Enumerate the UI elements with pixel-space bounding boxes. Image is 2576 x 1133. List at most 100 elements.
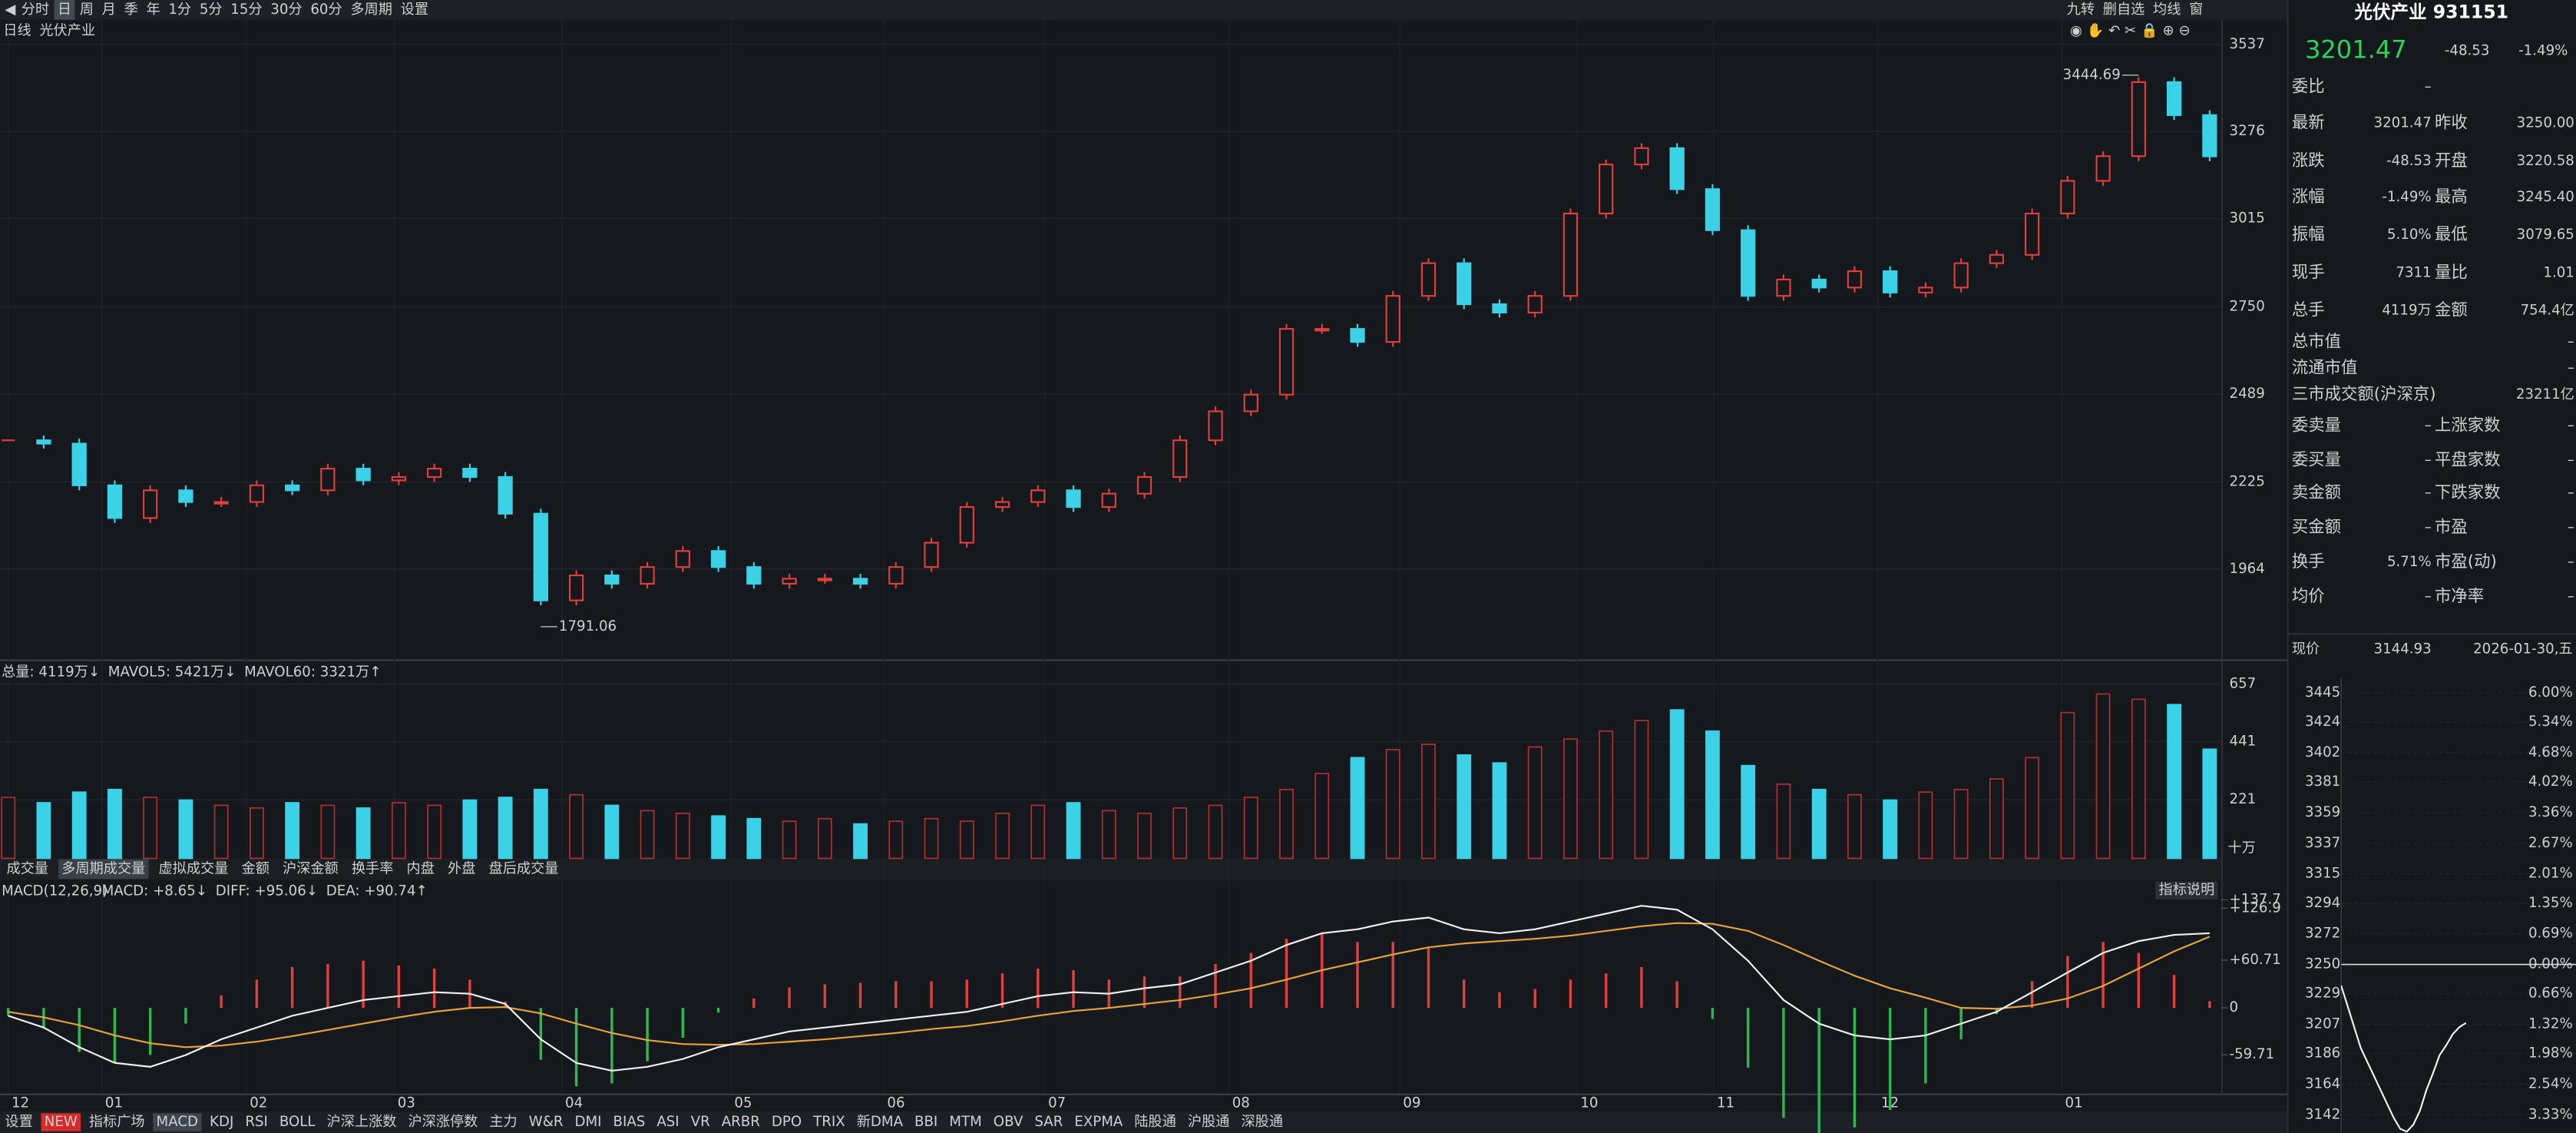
volume-bar [107,788,122,860]
tool-button[interactable]: 均线 [2153,2,2181,18]
indicator-button[interactable]: EXPMA [1074,1114,1123,1130]
indicator-button[interactable]: VR [691,1114,710,1130]
candle [462,468,478,479]
candle [1278,328,1295,396]
period-button-selected[interactable] [54,0,75,20]
indicator-button[interactable]: 深股通 [1241,1114,1283,1130]
indicator-highlight[interactable] [153,1113,202,1131]
book-label: 均价 [2292,587,2325,606]
help-label[interactable]: 指标说明 [2159,882,2215,898]
indicator-button[interactable]: DMI [575,1114,602,1130]
indicator-button[interactable]: ASI [656,1114,679,1130]
price-tick-label: 3015 [2230,210,2265,226]
indicator-button[interactable]: ARBR [722,1114,761,1130]
candle [1883,270,1898,293]
volume-bar [320,804,336,860]
volume-legend: 总量: 4119万↓ [2,664,100,681]
indicator-button[interactable]: OBV [994,1114,1023,1130]
indicator-button[interactable]: SAR [1034,1114,1063,1130]
tool-button[interactable]: 九转 [2067,2,2095,18]
intraday-tick-label: 3250 [2305,956,2340,972]
period-button[interactable]: 1分 [168,2,191,18]
indicator-button[interactable]: 指标广场 [89,1114,145,1130]
macd-tick-label: +137.7 [2230,891,2281,907]
indicator-button[interactable]: NEW [45,1114,78,1130]
indicator-button[interactable]: KDJ [210,1114,233,1130]
indicator-button[interactable]: RSI [245,1114,268,1130]
period-button[interactable]: 多周期 [350,2,392,18]
axis-divider [2221,19,2223,1094]
volume-tab[interactable]: 外盘 [448,860,475,876]
period-button[interactable]: 年 [146,2,160,18]
indicator-button[interactable]: DPO [772,1114,802,1130]
candle [2131,81,2146,157]
period-button[interactable]: 30分 [270,2,302,18]
nav-arrow[interactable]: ◀ [5,2,15,18]
indicator-button[interactable]: 沪深涨停数 [408,1114,478,1130]
volume-tab-selected[interactable] [58,859,149,880]
indicator-button[interactable]: 设置 [5,1114,32,1130]
indicator-button[interactable]: BIAS [613,1114,646,1130]
month-label: 01 [105,1095,123,1111]
candle [1457,262,1472,306]
candle [1136,475,1152,495]
volume-tab[interactable]: 换手率 [352,860,394,876]
volume-tab[interactable]: 内盘 [407,860,435,876]
volume-tab[interactable]: 盘后成交量 [489,860,559,876]
period-button[interactable]: 60分 [310,2,342,18]
candle [888,566,904,585]
volume-bar [2095,693,2111,860]
chart-tools[interactable]: ◉ ✋ ↶ ✂ 🔒 ⊕ ⊖ [2070,22,2191,39]
tool-button[interactable]: 窗 [2189,2,2203,18]
indicator-button[interactable]: 新DMA [857,1114,904,1130]
tool-button[interactable]: 删自选 [2103,2,2145,18]
volume-bar [1669,709,1685,860]
volume-tab[interactable]: 金额 [242,860,270,876]
month-label: 09 [1403,1095,1420,1111]
book-label: 卖金额 [2292,483,2341,502]
volume-bar [1847,793,1862,860]
indicator-button[interactable]: W&R [529,1114,564,1130]
volume-bar [1137,812,1152,860]
quote-value: 754.4亿 [2521,303,2574,319]
candle [36,439,51,445]
period-button[interactable]: 日 [58,2,71,18]
period-button[interactable]: 15分 [230,2,262,18]
quote-label: 昨收 [2435,114,2468,133]
price-tick-label: 2225 [2230,473,2265,489]
indicator-button[interactable]: 陆股通 [1134,1114,1176,1130]
month-label: 06 [887,1095,904,1111]
period-button[interactable]: 分时 [21,2,49,18]
volume-tab[interactable]: 多周期成交量 [61,860,145,876]
indicator-highlight[interactable] [41,1113,81,1131]
volume-tab[interactable]: 沪深金额 [283,860,339,876]
month-label: 03 [398,1095,415,1111]
chart-name: 光伏产业 [39,23,95,39]
candle [1172,439,1188,479]
period-button[interactable]: 设置 [401,2,428,18]
period-button[interactable]: 月 [102,2,116,18]
period-button[interactable]: 周 [80,2,94,18]
intraday-tick-label: 3381 [2305,774,2340,790]
indicator-button[interactable]: BBI [914,1114,937,1130]
indicator-button[interactable]: 沪深上涨数 [327,1114,397,1130]
indicator-button[interactable]: TRIX [812,1114,845,1130]
indicator-button[interactable]: MACD [157,1114,199,1130]
help-button[interactable] [2155,881,2218,900]
volume-tab[interactable]: 成交量 [7,860,49,876]
volume-bar [2025,757,2040,860]
indicator-button[interactable]: 主力 [489,1114,517,1130]
period-button[interactable]: 季 [124,2,138,18]
volume-tab[interactable]: 虚拟成交量 [158,860,228,876]
indicator-button[interactable]: BOLL [279,1114,316,1130]
period-button[interactable]: 5分 [200,2,223,18]
indicator-button[interactable]: 沪股通 [1188,1114,1230,1130]
volume-bar [995,812,1010,860]
indicator-button[interactable]: MTM [949,1114,981,1130]
quote-value: 3220.58 [2517,153,2574,169]
candle [782,578,797,585]
intraday-pct-label: 2.67% [2528,835,2573,851]
volume-bar [2202,748,2217,860]
volume-bar [2060,711,2075,860]
